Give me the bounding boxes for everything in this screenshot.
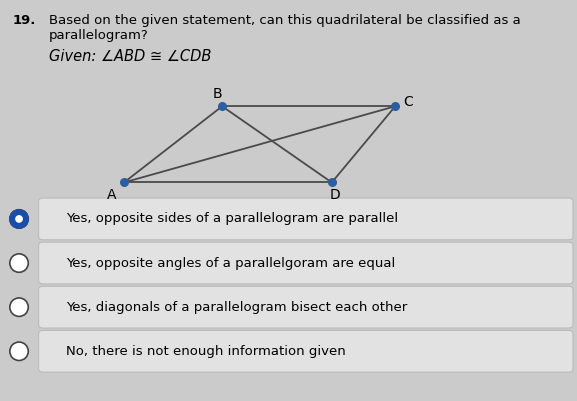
Text: A: A xyxy=(107,188,116,202)
Ellipse shape xyxy=(10,254,28,272)
Text: Yes, opposite sides of a parallelogram are parallel: Yes, opposite sides of a parallelogram a… xyxy=(66,213,399,225)
Ellipse shape xyxy=(10,210,28,228)
FancyBboxPatch shape xyxy=(39,330,573,372)
FancyBboxPatch shape xyxy=(39,286,573,328)
Text: Given: ∠ABD ≅ ∠CDB: Given: ∠ABD ≅ ∠CDB xyxy=(49,49,211,64)
Text: 19.: 19. xyxy=(13,14,36,27)
Ellipse shape xyxy=(10,342,28,360)
Text: C: C xyxy=(403,95,413,109)
Text: D: D xyxy=(329,188,340,202)
FancyBboxPatch shape xyxy=(39,242,573,284)
FancyBboxPatch shape xyxy=(39,198,573,240)
Text: Yes, opposite angles of a parallelgoram are equal: Yes, opposite angles of a parallelgoram … xyxy=(66,257,396,269)
Text: B: B xyxy=(213,87,222,101)
Text: Yes, diagonals of a parallelogram bisect each other: Yes, diagonals of a parallelogram bisect… xyxy=(66,301,407,314)
Text: Based on the given statement, can this quadrilateral be classified as a parallel: Based on the given statement, can this q… xyxy=(49,14,521,42)
Ellipse shape xyxy=(15,215,23,223)
Ellipse shape xyxy=(10,210,28,228)
Ellipse shape xyxy=(10,298,28,316)
Text: No, there is not enough information given: No, there is not enough information give… xyxy=(66,345,346,358)
